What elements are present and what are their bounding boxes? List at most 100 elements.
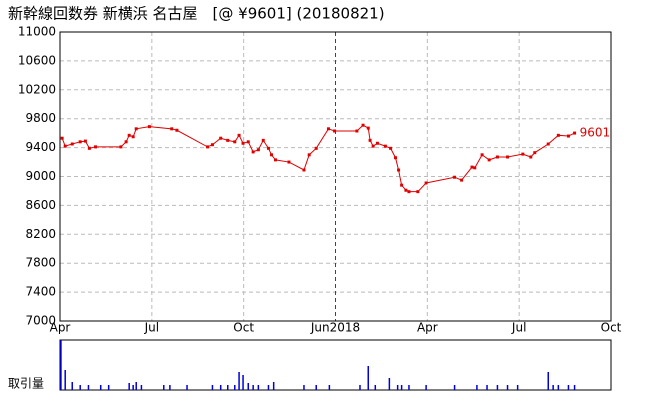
volume-bar [425, 385, 427, 390]
y-tick-label: 9000 [25, 169, 56, 183]
price-point [261, 138, 265, 142]
volume-bar [400, 385, 403, 390]
y-tick-label: 8600 [25, 198, 56, 212]
volume-bar [272, 382, 275, 390]
y-tick-label: 10200 [18, 82, 56, 96]
volume-bar [107, 385, 110, 390]
price-point [87, 146, 91, 150]
price-point [529, 155, 533, 159]
x-tick-label: Jul [144, 321, 159, 335]
price-point [237, 133, 241, 137]
volume-label: 取引量 [8, 377, 44, 391]
price-point [127, 133, 131, 137]
volume-bar [219, 385, 222, 390]
price-point [480, 153, 484, 157]
y-tick-label: 7400 [25, 285, 56, 299]
plot-frame [59, 339, 612, 391]
price-point [470, 165, 474, 169]
price-point [246, 140, 250, 144]
price-point [506, 155, 510, 159]
volume-bar [267, 385, 270, 390]
price-point [266, 146, 270, 150]
x-tick-label: Apr [417, 321, 438, 335]
price-point [460, 178, 464, 182]
price-point [375, 141, 379, 145]
price-point [170, 127, 174, 131]
volume-bar [252, 385, 254, 390]
price-point [147, 125, 151, 129]
volume-bar [79, 385, 81, 390]
price-point [233, 140, 237, 144]
volume-bar [226, 385, 229, 390]
price-point [566, 134, 570, 138]
price-point [134, 127, 138, 131]
price-point [256, 148, 260, 152]
volume-bar [132, 385, 134, 390]
price-point [78, 140, 82, 144]
volume-bar [388, 378, 391, 390]
price-point [546, 142, 550, 146]
volume-bar [567, 385, 570, 390]
volume-bar [247, 383, 250, 390]
y-tick-label: 9400 [25, 140, 56, 154]
volume-bar [140, 385, 143, 390]
x-tick-label: Oct [233, 321, 254, 335]
volume-bar [476, 385, 478, 390]
price-point [94, 145, 98, 149]
volume-bar [257, 385, 260, 390]
volume-bar [516, 385, 519, 390]
volume-bar [506, 385, 509, 390]
chart-title: 新幹線回数券 新横浜 名古屋 [@ ¥9601] (20180821) [8, 5, 385, 23]
volume-bar [211, 385, 214, 390]
volume-bar [547, 372, 549, 390]
price-point [368, 138, 372, 142]
price-point [361, 123, 365, 127]
x-tick-label: Apr [50, 321, 71, 335]
price-point [355, 129, 359, 133]
volume-bar [359, 385, 361, 390]
volume-bar [486, 385, 488, 390]
price-point [393, 156, 397, 160]
volume-bar [453, 385, 456, 390]
volume-bar [163, 385, 165, 390]
volume-bar [87, 385, 90, 390]
price-point [119, 145, 123, 149]
price-point [371, 144, 375, 148]
price-point [287, 160, 291, 164]
volume-bar [234, 385, 236, 390]
volume-bar [557, 385, 560, 390]
price-point [226, 138, 230, 142]
y-tick-label: 11000 [18, 25, 56, 39]
volume-bar [128, 383, 130, 390]
price-point [302, 168, 306, 172]
volume-bar [496, 385, 499, 390]
price-point [206, 145, 210, 149]
price-point [366, 126, 370, 130]
price-point [556, 133, 560, 137]
price-point [533, 151, 537, 155]
y-tick-label: 7800 [25, 256, 56, 270]
y-tick-label: 8200 [25, 227, 56, 241]
x-tick-label: Jul [511, 321, 526, 335]
volume-bar [328, 385, 331, 390]
price-point [333, 129, 337, 133]
price-point [389, 146, 393, 150]
y-tick-label: 10600 [18, 53, 56, 67]
price-point [70, 142, 74, 146]
price-point [251, 150, 255, 154]
price-point [314, 146, 318, 150]
volume-bar [71, 382, 73, 390]
price-point [495, 155, 499, 159]
volume-bar [64, 370, 66, 390]
price-point [124, 140, 128, 144]
price-point [63, 144, 67, 148]
volume-bar [367, 366, 370, 390]
price-point [416, 190, 420, 194]
price-point [521, 152, 525, 156]
plot-frame [59, 31, 612, 322]
y-tick-label: 9800 [25, 111, 56, 125]
volume-bar [60, 340, 62, 390]
x-tick-label: Jun2018 [310, 321, 360, 335]
x-tick-label: Oct [601, 321, 622, 335]
